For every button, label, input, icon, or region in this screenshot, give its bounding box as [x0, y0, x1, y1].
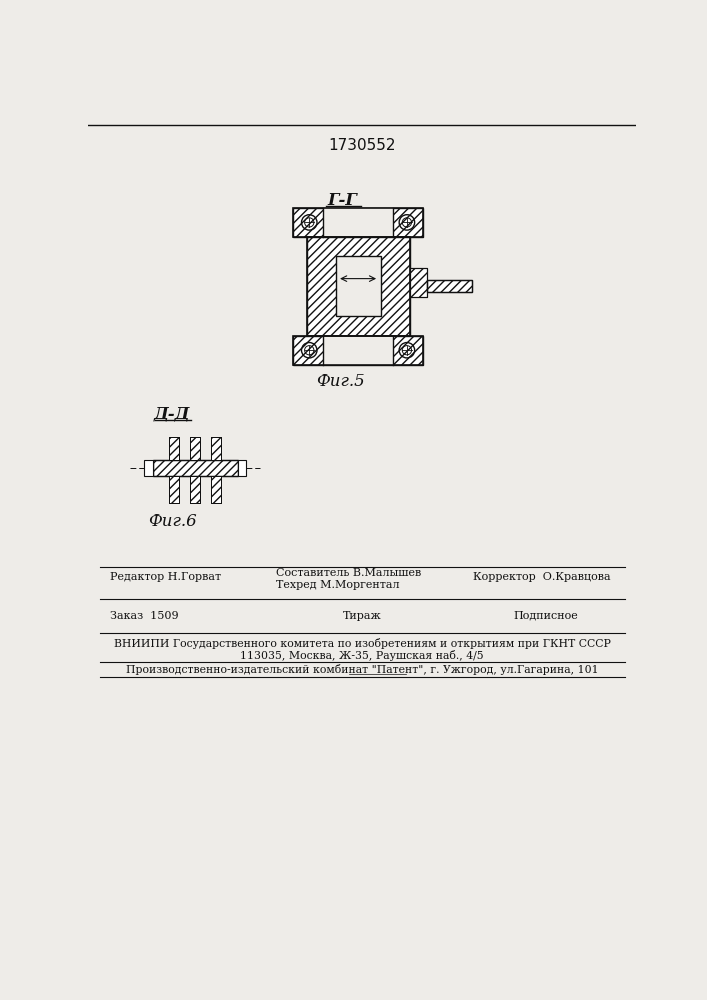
Bar	[170, 437, 180, 460]
Bar	[170, 476, 180, 503]
Text: Д-Д: Д-Д	[154, 406, 190, 423]
Text: 1730552: 1730552	[328, 138, 396, 153]
Text: Корректор  О.Кравцова: Корректор О.Кравцова	[473, 572, 610, 582]
Text: Г-Г: Г-Г	[327, 192, 358, 209]
Text: Редактор Н.Горват: Редактор Н.Горват	[110, 572, 221, 582]
Text: Заказ  1509: Заказ 1509	[110, 611, 179, 621]
Bar	[211, 476, 221, 503]
Bar	[211, 437, 221, 460]
Text: ВНИИПИ Государственного комитета по изобретениям и открытиям при ГКНТ СССР: ВНИИПИ Государственного комитета по изоб…	[114, 638, 610, 649]
Bar	[190, 476, 200, 503]
Bar	[409, 268, 426, 297]
Bar	[307, 237, 409, 336]
Bar	[211, 476, 221, 503]
Bar	[153, 460, 238, 476]
Bar	[190, 437, 200, 460]
Bar	[293, 336, 423, 365]
Text: Техред М.Моргентал: Техред М.Моргентал	[276, 580, 399, 590]
Text: Фиг.5: Фиг.5	[316, 373, 365, 390]
Bar	[190, 476, 200, 503]
Bar	[426, 280, 472, 292]
Bar	[336, 256, 380, 316]
Text: Фиг.6: Фиг.6	[148, 513, 197, 530]
Text: Составитель В.Малышев: Составитель В.Малышев	[276, 568, 421, 578]
Bar	[144, 460, 153, 476]
Text: 113035, Москва, Ж-35, Раушская наб., 4/5: 113035, Москва, Ж-35, Раушская наб., 4/5	[240, 650, 484, 661]
Bar	[190, 437, 200, 460]
Bar	[293, 336, 423, 365]
Text: Производственно-издательский комбинат "Патент", г. Ужгород, ул.Гагарина, 101: Производственно-издательский комбинат "П…	[126, 664, 598, 675]
Bar	[211, 437, 221, 460]
Bar	[293, 208, 423, 237]
Bar	[293, 208, 423, 237]
Bar	[323, 336, 393, 365]
Bar	[153, 460, 238, 476]
Bar	[170, 476, 180, 503]
Bar	[409, 268, 426, 297]
Text: Тираж: Тираж	[343, 611, 381, 621]
Bar	[336, 256, 380, 316]
Bar	[238, 460, 247, 476]
Bar	[426, 280, 472, 292]
Bar	[170, 437, 180, 460]
Text: Подписное: Подписное	[513, 611, 578, 621]
Bar	[307, 237, 409, 336]
Bar	[323, 208, 393, 237]
